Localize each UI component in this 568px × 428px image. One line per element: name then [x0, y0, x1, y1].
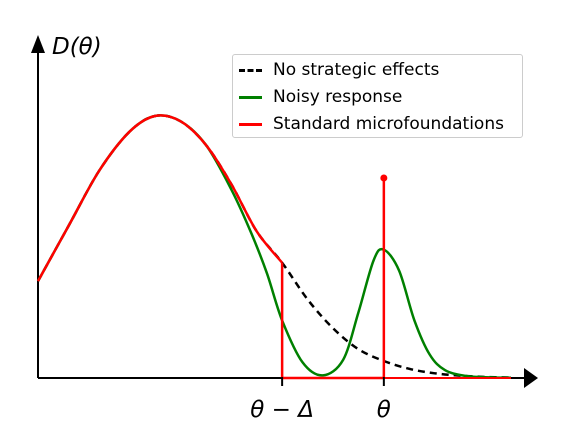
legend-swatch-green	[239, 95, 262, 99]
legend: No strategic effects Noisy response Stan…	[232, 54, 523, 138]
series-line-standard	[36, 114, 284, 282]
legend-swatch-red	[239, 122, 262, 126]
legend-label: No strategic effects	[273, 60, 440, 80]
y-axis-label: D(θ)	[52, 34, 102, 60]
legend-label: Standard microfoundations	[273, 114, 504, 134]
y-axis-arrow	[31, 35, 45, 53]
legend-label: Noisy response	[273, 87, 403, 107]
x-axis-arrow	[524, 368, 538, 388]
standard-spike-dot	[380, 174, 388, 182]
x-tick-label: θ − Δ	[250, 397, 314, 423]
x-tick-label: θ	[377, 397, 391, 423]
legend-swatch-dashed	[239, 68, 262, 72]
